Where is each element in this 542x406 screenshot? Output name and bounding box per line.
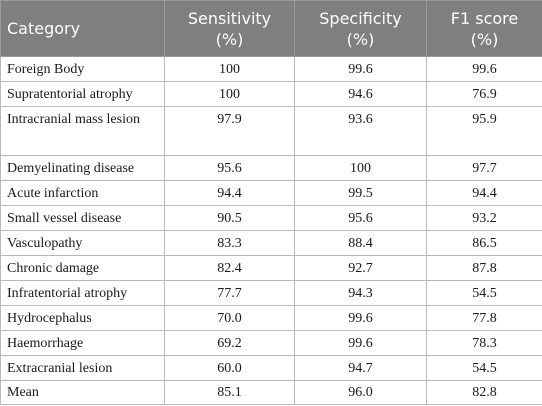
- cell-category: Haemorrhage: [0, 330, 165, 356]
- cell-sensitivity: 97.9: [164, 106, 295, 156]
- header-category: Category: [0, 0, 165, 57]
- table-row: Vasculopathy 83.3 88.4 86.5: [0, 230, 542, 256]
- header-sensitivity-unit: (%): [215, 29, 244, 49]
- cell-specificity: 96.0: [294, 380, 427, 405]
- cell-sensitivity: 82.4: [164, 255, 295, 281]
- table-row: Acute infarction 94.4 99.5 94.4: [0, 180, 542, 206]
- header-category-label: Category: [7, 19, 81, 38]
- cell-sensitivity: 85.1: [164, 380, 295, 405]
- cell-sensitivity: 83.3: [164, 230, 295, 256]
- table-row-mean: Mean 85.1 96.0 82.8: [0, 380, 542, 405]
- cell-category: Chronic damage: [0, 255, 165, 281]
- table-row: Small vessel disease 90.5 95.6 93.2: [0, 205, 542, 231]
- header-f1: F1 score (%): [426, 0, 542, 57]
- cell-specificity: 93.6: [294, 106, 427, 156]
- cell-specificity: 92.7: [294, 255, 427, 281]
- cell-sensitivity: 69.2: [164, 330, 295, 356]
- cell-category: Vasculopathy: [0, 230, 165, 256]
- cell-f1: 93.2: [426, 205, 542, 231]
- cell-specificity: 94.7: [294, 355, 427, 381]
- cell-category: Acute infarction: [0, 180, 165, 206]
- cell-category: Extracranial lesion: [0, 355, 165, 381]
- cell-f1: 54.5: [426, 355, 542, 381]
- cell-f1: 54.5: [426, 280, 542, 306]
- cell-sensitivity: 94.4: [164, 180, 295, 206]
- cell-sensitivity: 95.6: [164, 155, 295, 181]
- cell-f1: 94.4: [426, 180, 542, 206]
- cell-category: Infratentorial atrophy: [0, 280, 165, 306]
- cell-category: Mean: [0, 380, 165, 405]
- cell-category: Small vessel disease: [0, 205, 165, 231]
- cell-f1: 77.8: [426, 305, 542, 331]
- cell-specificity: 94.6: [294, 81, 427, 107]
- table-row: Supratentorial atrophy 100 94.6 76.9: [0, 81, 542, 107]
- header-specificity-label: Specificity: [319, 8, 402, 28]
- cell-specificity: 99.6: [294, 330, 427, 356]
- table-header: Category Sensitivity (%) Specificity (%)…: [0, 0, 542, 57]
- cell-category: Hydrocephalus: [0, 305, 165, 331]
- cell-f1: 95.9: [426, 106, 542, 156]
- table-row: Demyelinating disease 95.6 100 97.7: [0, 155, 542, 181]
- cell-specificity: 99.5: [294, 180, 427, 206]
- cell-f1: 76.9: [426, 81, 542, 107]
- cell-f1: 97.7: [426, 155, 542, 181]
- cell-sensitivity: 90.5: [164, 205, 295, 231]
- header-sensitivity-label: Sensitivity: [187, 8, 272, 28]
- cell-category: Demyelinating disease: [0, 155, 165, 181]
- table-row: Foreign Body 100 99.6 99.6: [0, 56, 542, 82]
- table-row: Extracranial lesion 60.0 94.7 54.5: [0, 355, 542, 381]
- cell-f1: 82.8: [426, 380, 542, 405]
- table-row: Haemorrhage 69.2 99.6 78.3: [0, 330, 542, 356]
- cell-specificity: 99.6: [294, 56, 427, 82]
- header-specificity-unit: (%): [346, 29, 375, 49]
- header-sensitivity: Sensitivity (%): [164, 0, 295, 57]
- cell-f1: 87.8: [426, 255, 542, 281]
- cell-category: Foreign Body: [0, 56, 165, 82]
- header-f1-label: F1 score: [450, 8, 519, 28]
- cell-specificity: 99.6: [294, 305, 427, 331]
- cell-sensitivity: 60.0: [164, 355, 295, 381]
- cell-sensitivity: 100: [164, 56, 295, 82]
- cell-f1: 78.3: [426, 330, 542, 356]
- header-specificity: Specificity (%): [294, 0, 427, 57]
- cell-f1: 99.6: [426, 56, 542, 82]
- cell-f1: 86.5: [426, 230, 542, 256]
- cell-sensitivity: 100: [164, 81, 295, 107]
- table-row: Intracranial mass lesion 97.9 93.6 95.9: [0, 106, 542, 156]
- table-body: Foreign Body 100 99.6 99.6 Supratentoria…: [0, 56, 542, 405]
- cell-category: Intracranial mass lesion: [0, 106, 165, 156]
- cell-specificity: 88.4: [294, 230, 427, 256]
- header-row: Category Sensitivity (%) Specificity (%)…: [0, 0, 542, 57]
- cell-sensitivity: 70.0: [164, 305, 295, 331]
- table-row: Infratentorial atrophy 77.7 94.3 54.5: [0, 280, 542, 306]
- table-row: Hydrocephalus 70.0 99.6 77.8: [0, 305, 542, 331]
- table-row: Chronic damage 82.4 92.7 87.8: [0, 255, 542, 281]
- cell-sensitivity: 77.7: [164, 280, 295, 306]
- cell-specificity: 94.3: [294, 280, 427, 306]
- cell-specificity: 100: [294, 155, 427, 181]
- cell-specificity: 95.6: [294, 205, 427, 231]
- header-f1-unit: (%): [470, 29, 499, 49]
- cell-category: Supratentorial atrophy: [0, 81, 165, 107]
